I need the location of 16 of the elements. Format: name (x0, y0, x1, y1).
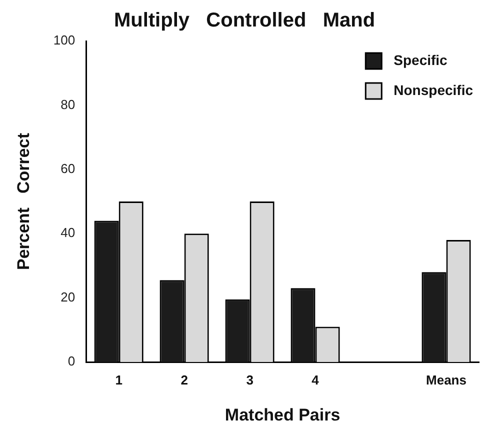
legend-label: Specific (394, 52, 448, 68)
x-tick-label: Means (426, 372, 466, 388)
y-tick-label: 80 (60, 96, 76, 112)
y-tick-label: 0 (68, 354, 76, 369)
y-axis-title: Percent Correct (14, 132, 33, 270)
y-tick-label: 40 (60, 225, 76, 240)
y-tick-label: 60 (60, 160, 76, 176)
chart-title: Multiply Controlled Mand (114, 10, 376, 32)
y-tick-label: 100 (53, 32, 76, 48)
x-tick-label: 3 (246, 372, 254, 388)
x-tick-label: 2 (180, 372, 188, 388)
y-tick-label: 20 (60, 289, 76, 304)
legend-label: Nonspecific (394, 82, 474, 98)
x-axis-title: Matched Pairs (224, 405, 340, 424)
x-tick-label: 1 (115, 372, 122, 388)
x-tick-label: 4 (312, 372, 320, 388)
